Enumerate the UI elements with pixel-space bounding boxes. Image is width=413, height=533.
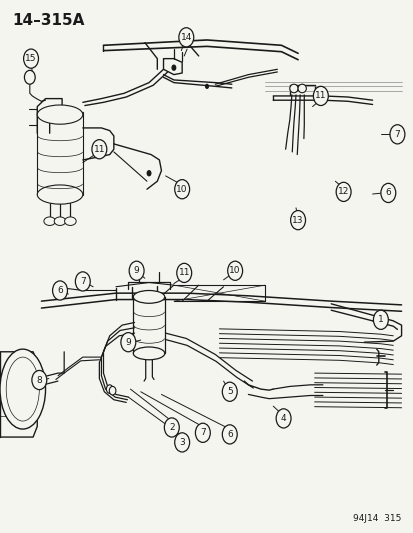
Ellipse shape bbox=[64, 217, 76, 225]
Text: 10: 10 bbox=[229, 266, 240, 275]
Circle shape bbox=[222, 382, 237, 401]
Ellipse shape bbox=[0, 349, 45, 429]
Circle shape bbox=[176, 263, 191, 282]
Circle shape bbox=[121, 333, 135, 352]
Circle shape bbox=[389, 125, 404, 144]
Text: 6: 6 bbox=[57, 286, 63, 295]
Circle shape bbox=[195, 423, 210, 442]
Circle shape bbox=[92, 140, 107, 159]
Text: 7: 7 bbox=[80, 277, 85, 286]
Circle shape bbox=[204, 84, 209, 89]
Text: 11: 11 bbox=[93, 145, 105, 154]
Circle shape bbox=[32, 370, 47, 390]
Ellipse shape bbox=[133, 347, 164, 360]
Circle shape bbox=[164, 418, 179, 437]
Circle shape bbox=[52, 281, 67, 300]
Text: 13: 13 bbox=[292, 216, 303, 224]
Bar bbox=[37, 112, 83, 195]
Text: 4: 4 bbox=[280, 414, 286, 423]
Text: 8: 8 bbox=[36, 376, 42, 384]
Ellipse shape bbox=[37, 105, 83, 124]
Text: 1: 1 bbox=[377, 316, 383, 324]
Text: 14: 14 bbox=[180, 33, 192, 42]
Text: 9: 9 bbox=[125, 338, 131, 346]
Ellipse shape bbox=[106, 385, 113, 393]
Circle shape bbox=[174, 433, 189, 452]
Text: 7: 7 bbox=[199, 429, 205, 437]
Text: 3: 3 bbox=[179, 438, 185, 447]
Ellipse shape bbox=[297, 84, 306, 93]
Ellipse shape bbox=[54, 217, 66, 225]
Circle shape bbox=[146, 170, 151, 176]
Circle shape bbox=[75, 272, 90, 291]
Circle shape bbox=[171, 64, 176, 71]
Circle shape bbox=[335, 182, 350, 201]
Text: 11: 11 bbox=[178, 269, 190, 277]
Ellipse shape bbox=[37, 185, 83, 204]
Circle shape bbox=[313, 86, 328, 106]
Circle shape bbox=[174, 180, 189, 199]
Text: 5: 5 bbox=[226, 387, 232, 396]
Text: 94J14  315: 94J14 315 bbox=[352, 514, 401, 523]
Text: 6: 6 bbox=[226, 430, 232, 439]
Text: 7: 7 bbox=[394, 130, 399, 139]
Text: 12: 12 bbox=[337, 188, 349, 196]
Circle shape bbox=[227, 261, 242, 280]
Ellipse shape bbox=[44, 217, 55, 225]
Text: 10: 10 bbox=[176, 185, 188, 193]
Text: 15: 15 bbox=[25, 54, 37, 63]
Circle shape bbox=[178, 28, 193, 47]
Circle shape bbox=[290, 211, 305, 230]
Text: 11: 11 bbox=[314, 92, 326, 100]
Text: 2: 2 bbox=[169, 423, 174, 432]
Text: 6: 6 bbox=[385, 189, 390, 197]
Ellipse shape bbox=[109, 386, 116, 395]
Circle shape bbox=[275, 409, 290, 428]
Ellipse shape bbox=[289, 84, 297, 93]
Circle shape bbox=[24, 49, 38, 68]
Circle shape bbox=[129, 261, 144, 280]
Circle shape bbox=[373, 310, 387, 329]
Ellipse shape bbox=[133, 290, 164, 303]
Text: 14–315A: 14–315A bbox=[12, 13, 85, 28]
Circle shape bbox=[380, 183, 395, 203]
Ellipse shape bbox=[24, 70, 35, 84]
Ellipse shape bbox=[6, 357, 39, 421]
Text: 9: 9 bbox=[133, 266, 139, 275]
Circle shape bbox=[222, 425, 237, 444]
